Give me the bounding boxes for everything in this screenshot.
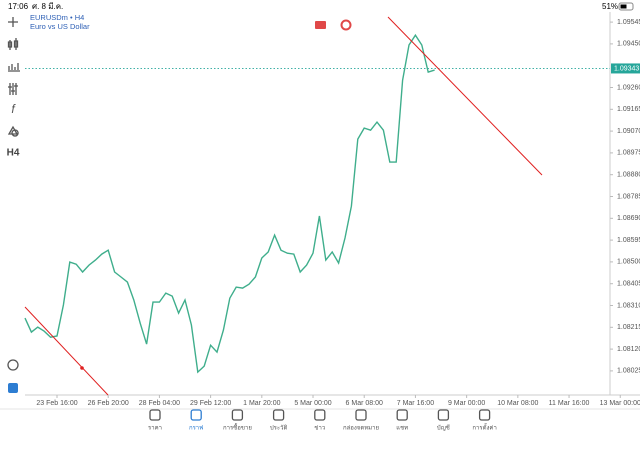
plot: 1.09545 1.09450 1.09260 1.09165 1.09070 1.089… <box>24 19 640 407</box>
y-tick-label: 1.08025 <box>617 368 640 375</box>
x-tick-label: 23 Feb 16:00 <box>36 400 77 407</box>
left-toolbar: f H4 <box>7 17 20 393</box>
nav-icon[interactable] <box>437 409 450 421</box>
y-tick-label: 1.08500 <box>617 259 640 266</box>
x-tick-label: 9 Mar 00:00 <box>448 400 485 407</box>
nav-icon[interactable] <box>478 409 491 421</box>
x-tick-label: 28 Feb 04:00 <box>139 400 180 407</box>
indicators-tool[interactable] <box>8 83 18 95</box>
status-date: ศ. 8 มี.ค. <box>32 2 63 11</box>
y-tick-label: 1.08405 <box>617 281 640 288</box>
nav-label[interactable]: ข่าว <box>314 425 325 432</box>
x-tick-label: 26 Feb 20:00 <box>88 400 129 407</box>
chart-title: EURUSDm • H4 <box>30 13 84 22</box>
trend-line[interactable] <box>24 306 109 396</box>
chart-type-tool[interactable] <box>7 38 19 50</box>
trade-tool[interactable] <box>8 383 18 393</box>
y-tick-label: 1.09260 <box>617 84 640 91</box>
y-tick-label: 1.08310 <box>617 302 640 309</box>
x-tick-label: 13 Mar 00:00 <box>600 400 640 407</box>
battery-level <box>620 4 627 9</box>
bottom-nav: ราคา กราฟ การซื้อขาย ประวัติ ข่าว กล่องจดหมาย… <box>148 409 497 432</box>
x-tick-label: 7 Mar 16:00 <box>397 400 434 407</box>
nav-icon[interactable] <box>355 409 367 421</box>
function-tool[interactable]: f <box>11 102 16 116</box>
y-tick-label: 1.09545 <box>617 19 640 26</box>
time-tool[interactable] <box>7 359 19 371</box>
x-tick-label: 10 Mar 08:00 <box>497 400 538 407</box>
y-tick-label: 1.08975 <box>617 150 640 157</box>
status-battery: 51% <box>602 2 618 11</box>
price-label: 1.09343 <box>614 65 639 72</box>
nav-label[interactable]: แชท <box>396 425 408 432</box>
nav-icon[interactable] <box>272 409 285 421</box>
y-tick-label: 1.09070 <box>617 128 640 135</box>
nav-icon[interactable] <box>231 409 244 421</box>
x-tick-label: 11 Mar 16:00 <box>549 400 590 407</box>
status-time: 17:06 <box>8 2 29 11</box>
y-tick-label: 1.08595 <box>617 237 640 244</box>
chart-subtitle: Euro vs US Dollar <box>30 22 90 31</box>
trend-line[interactable] <box>387 16 543 176</box>
nav-icon[interactable] <box>190 409 202 421</box>
nav-label[interactable]: ราคา <box>148 425 162 432</box>
volume-tool[interactable] <box>8 63 20 72</box>
x-tick-label: 1 Mar 20:00 <box>243 400 280 407</box>
nav-icon[interactable] <box>314 409 326 421</box>
nav-label[interactable]: กล่องจดหมาย <box>343 425 379 432</box>
y-tick-label: 1.08215 <box>617 324 640 331</box>
objects-tool[interactable] <box>7 125 19 137</box>
y-tick-label: 1.08785 <box>617 193 640 200</box>
nav-label[interactable]: การซื้อขาย <box>223 422 252 432</box>
price-series <box>24 33 435 374</box>
y-tick-label: 1.08120 <box>617 346 640 353</box>
price-label-bg <box>611 63 640 74</box>
crosshair-tool[interactable] <box>8 17 18 27</box>
trend-point[interactable] <box>80 366 84 370</box>
chart-overlay-icons <box>315 19 352 31</box>
y-tick-label: 1.09165 <box>617 106 640 113</box>
nav-label[interactable]: การตั้งค่า <box>472 422 496 432</box>
battery-icon <box>618 2 634 11</box>
sync-icon[interactable] <box>340 19 352 31</box>
nav-icon[interactable] <box>149 409 161 421</box>
flag-icon[interactable] <box>315 21 326 29</box>
nav-label[interactable]: บัญชี <box>437 424 450 432</box>
y-tick-label: 1.08690 <box>617 215 640 222</box>
y-tick-label: 1.09450 <box>617 41 640 48</box>
x-tick-label: 29 Feb 12:00 <box>190 400 231 407</box>
timeframe-button[interactable]: H4 <box>7 148 20 159</box>
x-tick-label: 5 Mar 00:00 <box>294 400 331 407</box>
x-tick-label: 6 Mar 08:00 <box>346 400 383 407</box>
nav-label[interactable]: กราฟ <box>189 425 203 432</box>
nav-icon[interactable] <box>396 409 408 421</box>
y-tick-label: 1.08880 <box>617 172 640 179</box>
nav-label[interactable]: ประวัติ <box>270 425 288 432</box>
